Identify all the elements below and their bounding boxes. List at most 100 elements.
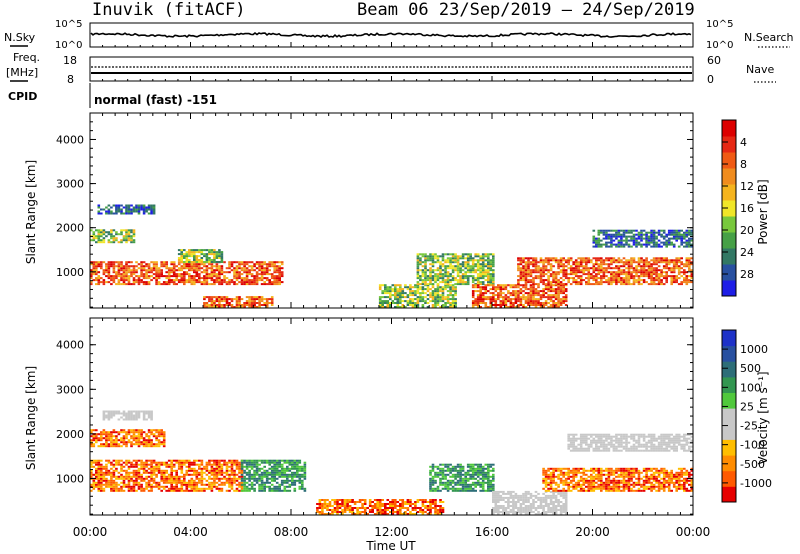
data-cell: [454, 265, 457, 268]
data-cell: [145, 443, 148, 446]
data-cell: [90, 281, 93, 284]
data-cell: [97, 231, 101, 234]
data-cell: [228, 283, 231, 286]
data-cell: [183, 463, 186, 466]
data-cell: [449, 304, 452, 306]
data-cell: [434, 503, 437, 505]
data-cell: [208, 461, 211, 464]
data-cell: [459, 275, 462, 278]
data-cell: [130, 443, 133, 446]
data-cell: [534, 263, 538, 266]
data-cell: [431, 463, 435, 466]
data-cell: [213, 304, 216, 306]
data-cell: [338, 507, 342, 509]
data-cell: [363, 503, 367, 505]
data-cell: [188, 265, 191, 268]
data-cell: [632, 271, 636, 274]
data-cell: [190, 477, 194, 480]
data-cell: [632, 237, 636, 240]
data-cell: [363, 509, 367, 511]
data-cell: [431, 275, 435, 278]
data-cell: [444, 288, 447, 291]
data-cell: [175, 277, 178, 280]
data-cell: [436, 259, 440, 262]
data-cell: [140, 275, 143, 278]
data-cell: [117, 489, 121, 492]
data-cell: [193, 471, 196, 474]
data-cell: [426, 288, 430, 291]
data-cell: [421, 283, 425, 286]
data-cell: [155, 277, 158, 280]
data-cell: [544, 292, 548, 295]
data-cell: [127, 269, 131, 272]
data-cell: [152, 473, 156, 476]
data-cell: [620, 281, 623, 284]
data-cell: [275, 281, 279, 284]
data-cell: [441, 501, 445, 503]
data-cell: [293, 465, 297, 468]
data-cell: [672, 269, 676, 272]
data-cell: [466, 265, 470, 268]
data-cell: [132, 265, 136, 268]
data-cell: [597, 233, 601, 236]
data-cell: [542, 294, 545, 297]
data-cell: [524, 286, 528, 289]
data-cell: [321, 507, 324, 509]
data-cell: [213, 275, 216, 278]
data-cell: [660, 257, 663, 260]
data-cell: [429, 509, 432, 511]
data-cell: [273, 261, 276, 264]
data-cell: [537, 261, 540, 264]
data-cell: [414, 290, 417, 293]
data-cell: [215, 477, 219, 480]
data-cell: [597, 237, 601, 240]
data-cell: [529, 269, 533, 272]
data-cell: [283, 485, 287, 488]
data-cell: [527, 263, 530, 266]
data-cell: [464, 253, 467, 256]
data-cell: [652, 233, 656, 236]
data-cell: [434, 505, 437, 507]
data-cell: [127, 277, 131, 280]
data-cell: [637, 269, 641, 272]
data-cell: [466, 255, 470, 258]
data-cell: [291, 477, 294, 480]
data-cell: [431, 465, 435, 468]
data-cell: [660, 283, 663, 286]
data-cell: [263, 267, 266, 270]
data-cell: [280, 483, 284, 486]
data-cell: [253, 304, 256, 306]
data-cell: [424, 292, 427, 295]
data-cell: [188, 251, 191, 254]
data-cell: [429, 273, 432, 276]
data-cell: [127, 279, 131, 282]
data-cell: [195, 281, 199, 284]
data-cell: [200, 467, 204, 470]
data-cell: [343, 505, 347, 507]
data-cell: [260, 467, 264, 470]
data-cell: [250, 473, 254, 476]
data-cell: [487, 277, 490, 280]
data-cell: [210, 271, 214, 274]
data-cell: [220, 253, 224, 256]
data-cell: [476, 298, 480, 301]
data-cell: [288, 485, 292, 488]
data-cell: [456, 489, 460, 492]
data-cell: [481, 269, 485, 272]
data-cell: [567, 259, 570, 262]
data-cell: [461, 489, 465, 492]
data-cell: [416, 261, 420, 264]
data-cell: [125, 277, 128, 280]
data-cell: [429, 471, 432, 474]
data-cell: [142, 467, 146, 470]
data-cell: [92, 235, 96, 238]
data-cell: [253, 265, 256, 268]
data-cell: [213, 469, 216, 472]
data-cell: [519, 271, 523, 274]
data-cell: [205, 275, 209, 278]
data-cell: [620, 241, 623, 244]
data-cell: [662, 265, 666, 268]
data-cell: [165, 461, 168, 464]
data-cell: [441, 255, 445, 258]
data-cell: [253, 487, 256, 490]
